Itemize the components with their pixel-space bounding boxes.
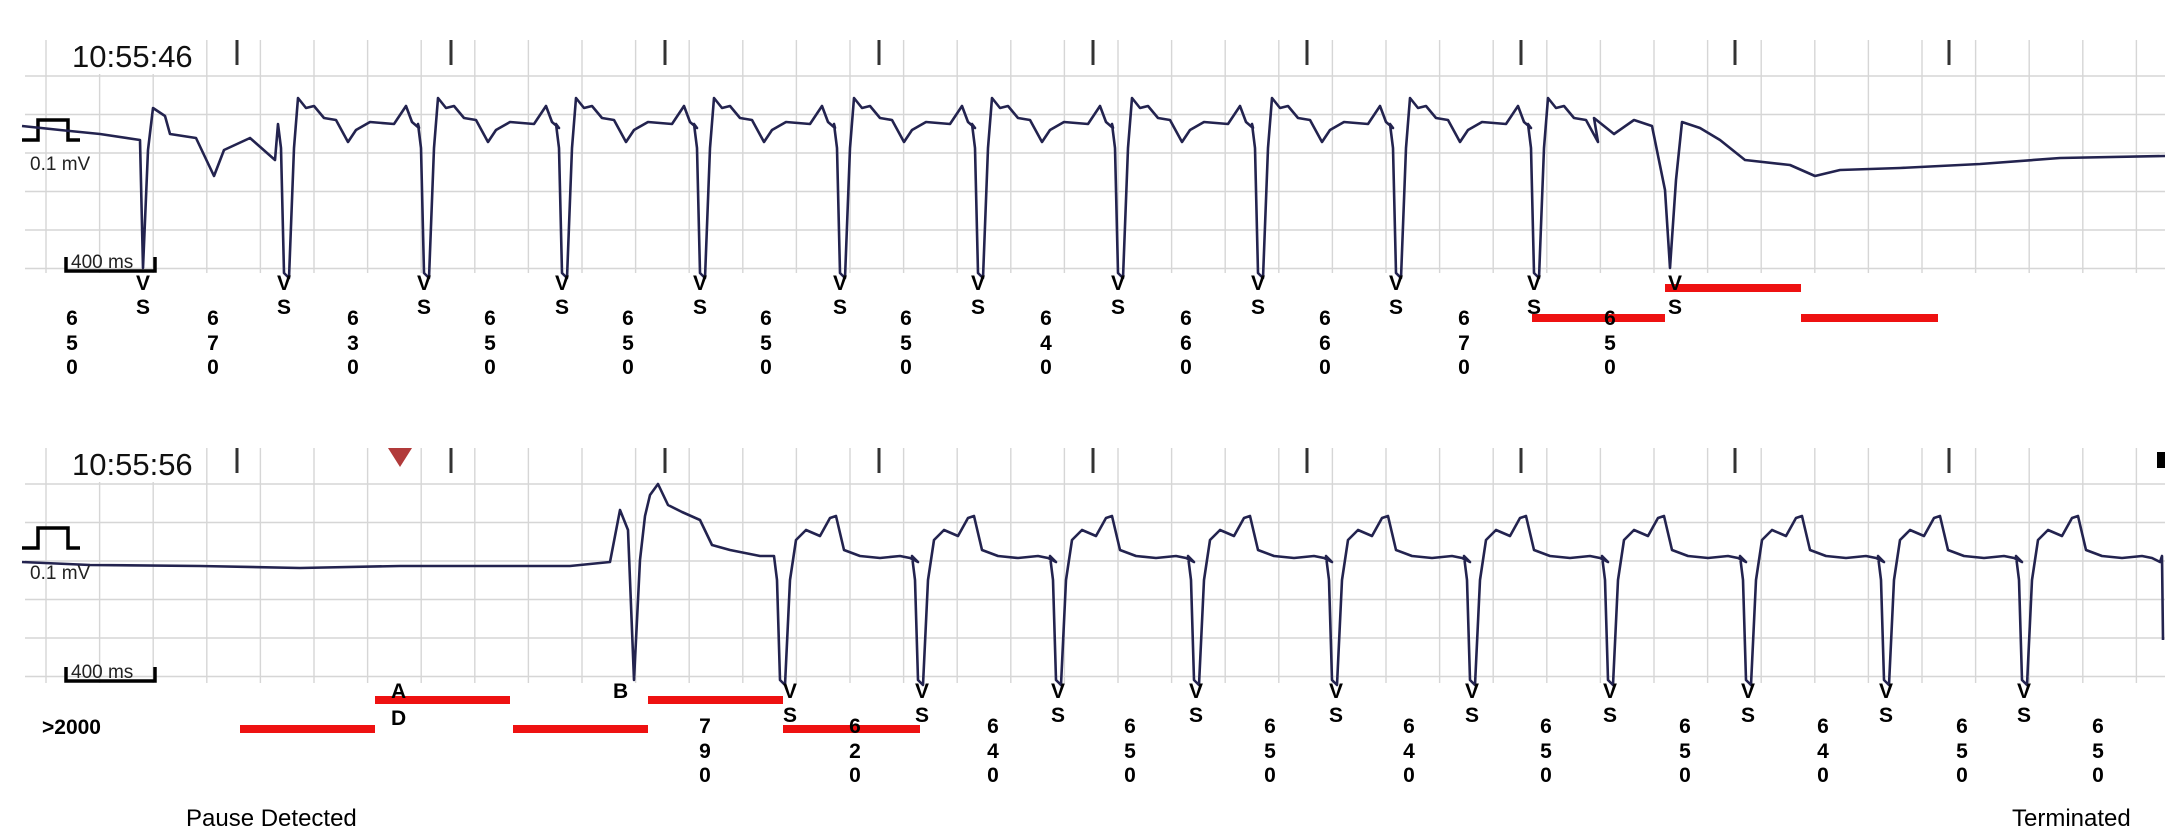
strip-2-amplitude-label: 0.1 mV: [30, 563, 91, 584]
s1-vs-marker: V S: [970, 272, 985, 319]
s1-vs-marker: V S: [554, 272, 569, 319]
s1-vs-marker: V S: [1110, 272, 1125, 319]
s2-vs-marker: V S: [1188, 680, 1203, 727]
s1-vs-marker: V S: [692, 272, 707, 319]
s1-rr-interval: 650: [622, 307, 634, 379]
amplitude-calibration-pulse: [22, 118, 80, 142]
s1-rr-interval: 650: [66, 307, 78, 379]
pause-detected-label: Pause Detected: [186, 805, 357, 832]
s2-rr-interval: 620: [849, 715, 861, 787]
s1-vs-marker: V S: [1388, 272, 1403, 319]
s1-vs-marker: V S: [276, 272, 291, 319]
s2-rr-interval: 650: [1124, 715, 1136, 787]
s1-vs-marker: V S: [135, 272, 150, 319]
s1-rr-interval: 650: [484, 307, 496, 379]
ecg-grid: [25, 40, 2165, 683]
s1-vs-marker: V S: [1526, 272, 1541, 319]
strip-2-timestamp: 10:55:56: [66, 448, 199, 482]
s2-rr-interval: 650: [1679, 715, 1691, 787]
time-calibration-bracket: [64, 667, 157, 683]
s1-vs-marker: V S: [1250, 272, 1265, 319]
s2-rr-interval: 650: [1956, 715, 1968, 787]
s1-rr-interval: 640: [1040, 307, 1052, 379]
s1-rr-interval: 650: [900, 307, 912, 379]
strip-1-amplitude-label: 0.1 mV: [30, 154, 91, 175]
second-ticks: [235, 40, 2165, 473]
s1-rr-interval: 670: [207, 307, 219, 379]
s2-rr-interval: 650: [2092, 715, 2104, 787]
event-label-d: D: [391, 707, 407, 730]
s2-vs-marker: V S: [1464, 680, 1479, 727]
s1-rr-interval: 650: [1604, 307, 1616, 379]
strip-1-time-label: 400 ms: [71, 252, 134, 273]
s1-rr-interval: 660: [1180, 307, 1192, 379]
s2-vs-marker: V S: [914, 680, 929, 727]
s2-vs-marker: V S: [1050, 680, 1065, 727]
s1-rr-interval: 660: [1319, 307, 1331, 379]
s1-vs-marker: V S: [416, 272, 431, 319]
event-label-a: A: [391, 680, 407, 703]
s2-vs-marker: V S: [1328, 680, 1343, 727]
strip-2-time-label: 400 ms: [71, 662, 134, 683]
s1-rr-interval: 670: [1458, 307, 1470, 379]
down-triangle-icon: [388, 448, 412, 467]
s2-vs-marker: V S: [1878, 680, 1893, 727]
s2-rr-interval: 640: [987, 715, 999, 787]
time-calibration-bracket: [64, 257, 157, 273]
ecg-traces: [21, 96, 2166, 687]
s1-rr-interval: 650: [760, 307, 772, 379]
s2-rr-interval: 650: [1540, 715, 1552, 787]
pause-interval-value: >2000: [42, 716, 101, 739]
strip-2-trace: [21, 482, 2165, 687]
s2-vs-marker: V S: [782, 680, 797, 727]
s1-vs-marker: V S: [1667, 272, 1682, 319]
s2-vs-marker: V S: [2016, 680, 2031, 727]
s2-rr-interval: 790: [699, 715, 711, 787]
calibration-marks: [22, 118, 157, 683]
terminated-label: Terminated: [2012, 805, 2131, 832]
s2-rr-interval: 650: [1264, 715, 1276, 787]
strip-1-timestamp: 10:55:46: [66, 40, 199, 74]
amplitude-calibration-pulse: [22, 526, 80, 550]
s1-rr-interval: 630: [347, 307, 359, 379]
event-label-b: B: [613, 680, 629, 703]
s2-rr-interval: 640: [1817, 715, 1829, 787]
strip-end-marker: [2157, 452, 2165, 468]
s2-rr-interval: 640: [1403, 715, 1415, 787]
s2-vs-marker: V S: [1740, 680, 1755, 727]
s1-vs-marker: V S: [832, 272, 847, 319]
s2-vs-marker: V S: [1602, 680, 1617, 727]
strip-1-trace: [21, 96, 2166, 280]
highlight-bars: [240, 284, 1938, 733]
